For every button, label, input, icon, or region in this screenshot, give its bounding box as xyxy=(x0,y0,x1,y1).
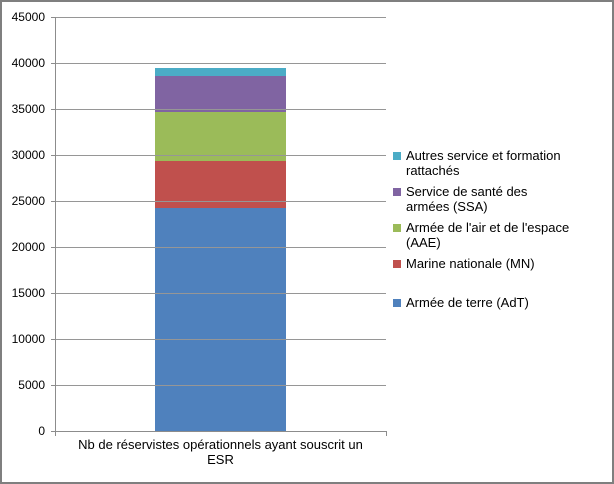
x-axis-tick xyxy=(55,432,56,436)
gridline xyxy=(55,293,386,294)
y-axis-tick xyxy=(51,155,55,156)
y-tick-label: 25000 xyxy=(11,194,45,208)
y-tick-label: 10000 xyxy=(11,332,45,346)
legend-label: Armée de terre (AdT) xyxy=(406,295,529,310)
legend-item: Armée de l'air et de l'espace (AAE) xyxy=(393,220,598,250)
bar-segment-3 xyxy=(155,112,286,161)
gridline xyxy=(55,63,386,64)
gridline xyxy=(55,17,386,18)
y-tick-label: 45000 xyxy=(11,10,45,24)
y-axis-tick xyxy=(51,385,55,386)
plot-area xyxy=(55,17,386,431)
legend-item: Autres service et formation rattachés xyxy=(393,148,598,178)
gridline xyxy=(55,201,386,202)
legend-swatch-icon xyxy=(393,260,401,268)
x-axis-line xyxy=(55,431,387,432)
y-tick-label: 20000 xyxy=(11,240,45,254)
y-axis-tick xyxy=(51,339,55,340)
bar-segment-2 xyxy=(155,161,286,209)
gridline xyxy=(55,109,386,110)
legend-label: Autres service et formation rattachés xyxy=(406,148,561,178)
legend-label: Armée de l'air et de l'espace (AAE) xyxy=(406,220,570,250)
y-axis-tick xyxy=(51,293,55,294)
y-axis-tick xyxy=(51,109,55,110)
legend-swatch-icon xyxy=(393,299,401,307)
y-tick-label: 35000 xyxy=(11,102,45,116)
bar-segment-1 xyxy=(155,208,286,431)
y-axis-tick xyxy=(51,17,55,18)
y-tick-label: 30000 xyxy=(11,148,45,162)
legend-item: Service de santé des armées (SSA) xyxy=(393,184,598,214)
bar-segment-5 xyxy=(155,67,286,76)
y-tick-label: 15000 xyxy=(11,286,45,300)
gridline xyxy=(55,339,386,340)
bar-segment-4 xyxy=(155,75,286,113)
x-axis-title: Nb de réservistes opérationnels ayant so… xyxy=(78,437,363,467)
x-axis-tick xyxy=(386,432,387,436)
y-axis-tick xyxy=(51,431,55,432)
legend-label: Service de santé des armées (SSA) xyxy=(406,184,528,214)
y-axis: 0 5000 10000 15000 20000 25000 30000 35000 40000… xyxy=(2,2,48,482)
legend-swatch-icon xyxy=(393,224,401,232)
legend-label: Marine nationale (MN) xyxy=(406,256,535,271)
y-axis-tick xyxy=(51,63,55,64)
stacked-bar xyxy=(155,67,286,431)
legend-swatch-icon xyxy=(393,152,401,160)
gridline xyxy=(55,155,386,156)
y-axis-line xyxy=(55,17,56,432)
legend-item: Marine nationale (MN) xyxy=(393,256,598,271)
y-tick-label: 0 xyxy=(38,424,45,438)
y-axis-tick xyxy=(51,201,55,202)
y-tick-label: 40000 xyxy=(11,56,45,70)
legend: Autres service et formation rattachés Serv… xyxy=(393,148,598,316)
y-axis-tick xyxy=(51,247,55,248)
legend-swatch-icon xyxy=(393,188,401,196)
legend-item: Armée de terre (AdT) xyxy=(393,295,598,310)
gridline xyxy=(55,247,386,248)
gridline xyxy=(55,385,386,386)
y-tick-label: 5000 xyxy=(18,378,45,392)
